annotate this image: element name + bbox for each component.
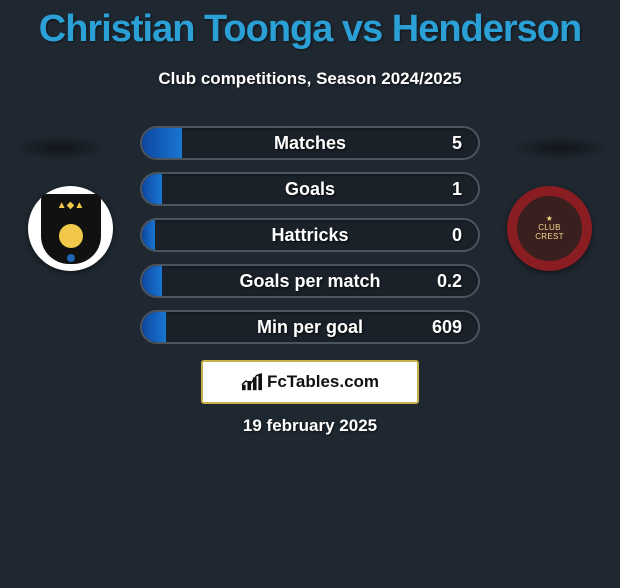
subtitle: Club competitions, Season 2024/2025 [0,69,620,89]
badge-right-text: ★CLUBCREST [535,215,564,241]
stat-row: Goals 1 [140,172,480,206]
ball-icon [67,254,75,262]
stat-fill [142,312,166,342]
page-title: Christian Toonga vs Henderson [0,8,620,51]
stat-label: Matches [274,133,346,154]
stat-row: Goals per match 0.2 [140,264,480,298]
stat-value: 5 [452,133,462,154]
stat-label: Goals [285,179,335,200]
stat-row: Matches 5 [140,126,480,160]
shadow-left [10,136,110,160]
stat-value: 609 [432,317,462,338]
stat-value: 0.2 [437,271,462,292]
stat-label: Hattricks [271,225,348,246]
stat-fill [142,220,155,250]
brand-text: FcTables.com [267,372,379,392]
stat-value: 1 [452,179,462,200]
stat-row: Min per goal 609 [140,310,480,344]
stat-fill [142,174,162,204]
accrington-badge-icon: ★CLUBCREST [507,186,592,271]
afc-wimbledon-badge-icon: ▲◆▲ [28,186,113,271]
stat-value: 0 [452,225,462,246]
stats-container: Matches 5 Goals 1 Hattricks 0 Goals per match 0… [140,126,480,356]
eagle-icon: ▲◆▲ [57,200,85,211]
brand-box[interactable]: FcTables.com [201,360,419,404]
bar-chart-icon [241,372,263,392]
stat-label: Min per goal [257,317,363,338]
stat-label: Goals per match [239,271,380,292]
badge-left-shield: ▲◆▲ [41,194,101,264]
stat-fill [142,266,162,296]
stat-row: Hattricks 0 [140,218,480,252]
date-label: 19 february 2025 [243,416,377,436]
shadow-right [510,136,610,160]
stat-fill [142,128,182,158]
